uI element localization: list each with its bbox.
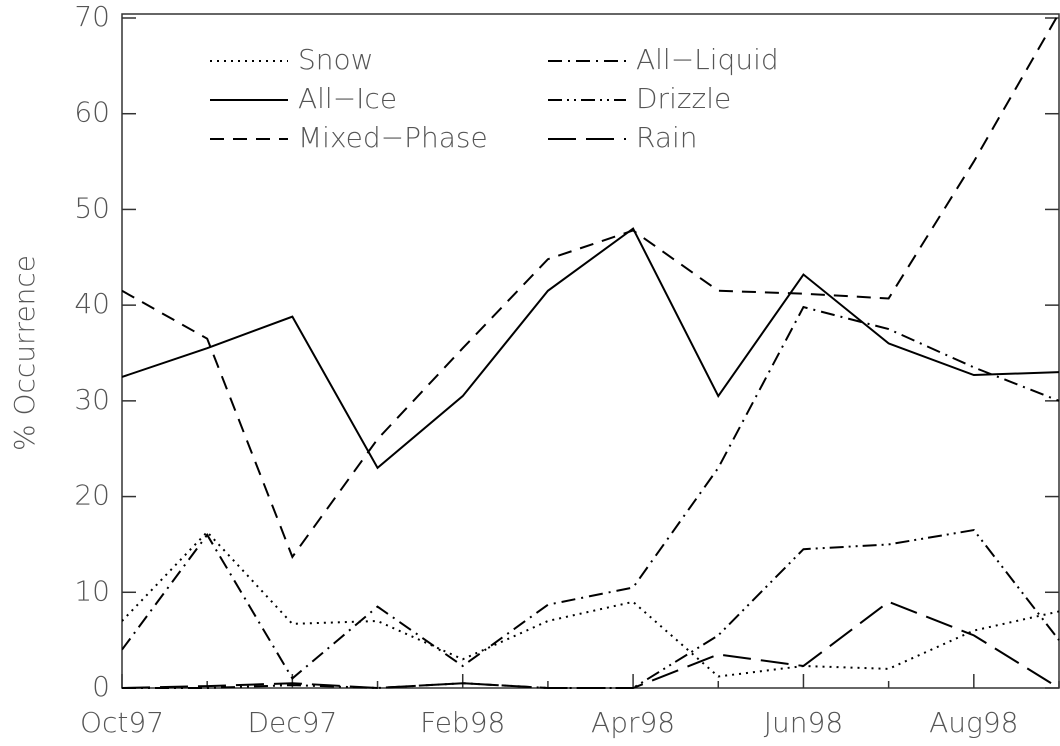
y-tick-label: 50 bbox=[74, 191, 110, 224]
y-tick-label: 40 bbox=[74, 287, 110, 320]
series-line bbox=[122, 530, 1060, 678]
series-line bbox=[122, 305, 1060, 680]
plot-lines bbox=[122, 14, 1060, 690]
y-tick-label: 30 bbox=[74, 383, 110, 416]
y-tick-label: 60 bbox=[74, 96, 110, 129]
y-tick-label: 0 bbox=[92, 670, 110, 703]
x-tick-label: Feb98 bbox=[420, 706, 505, 739]
legend-label: Rain bbox=[636, 121, 698, 154]
plot-frame bbox=[121, 13, 1060, 689]
x-tick-label: Aug98 bbox=[929, 706, 1018, 739]
legend-label: All−Ice bbox=[298, 82, 397, 115]
legend-label: Snow bbox=[298, 43, 374, 76]
y-tick-label: 20 bbox=[74, 479, 110, 512]
y-tick-label: 70 bbox=[74, 0, 110, 33]
x-tick-label: Dec97 bbox=[247, 706, 337, 739]
legend-label: All−Liquid bbox=[636, 43, 779, 76]
legend-label: Mixed−Phase bbox=[298, 121, 488, 154]
legend-label: Drizzle bbox=[636, 82, 731, 115]
x-tick-label: Apr98 bbox=[591, 706, 675, 739]
x-tick-label: Jun98 bbox=[764, 706, 843, 739]
series-line bbox=[122, 528, 1060, 690]
y-tick-label: 10 bbox=[74, 574, 110, 607]
series-line bbox=[122, 14, 1060, 559]
series-line bbox=[122, 600, 1060, 690]
series-line bbox=[122, 227, 1060, 470]
y-axis-label: % Occurrence bbox=[8, 255, 41, 451]
x-tick-label: Oct97 bbox=[80, 706, 164, 739]
